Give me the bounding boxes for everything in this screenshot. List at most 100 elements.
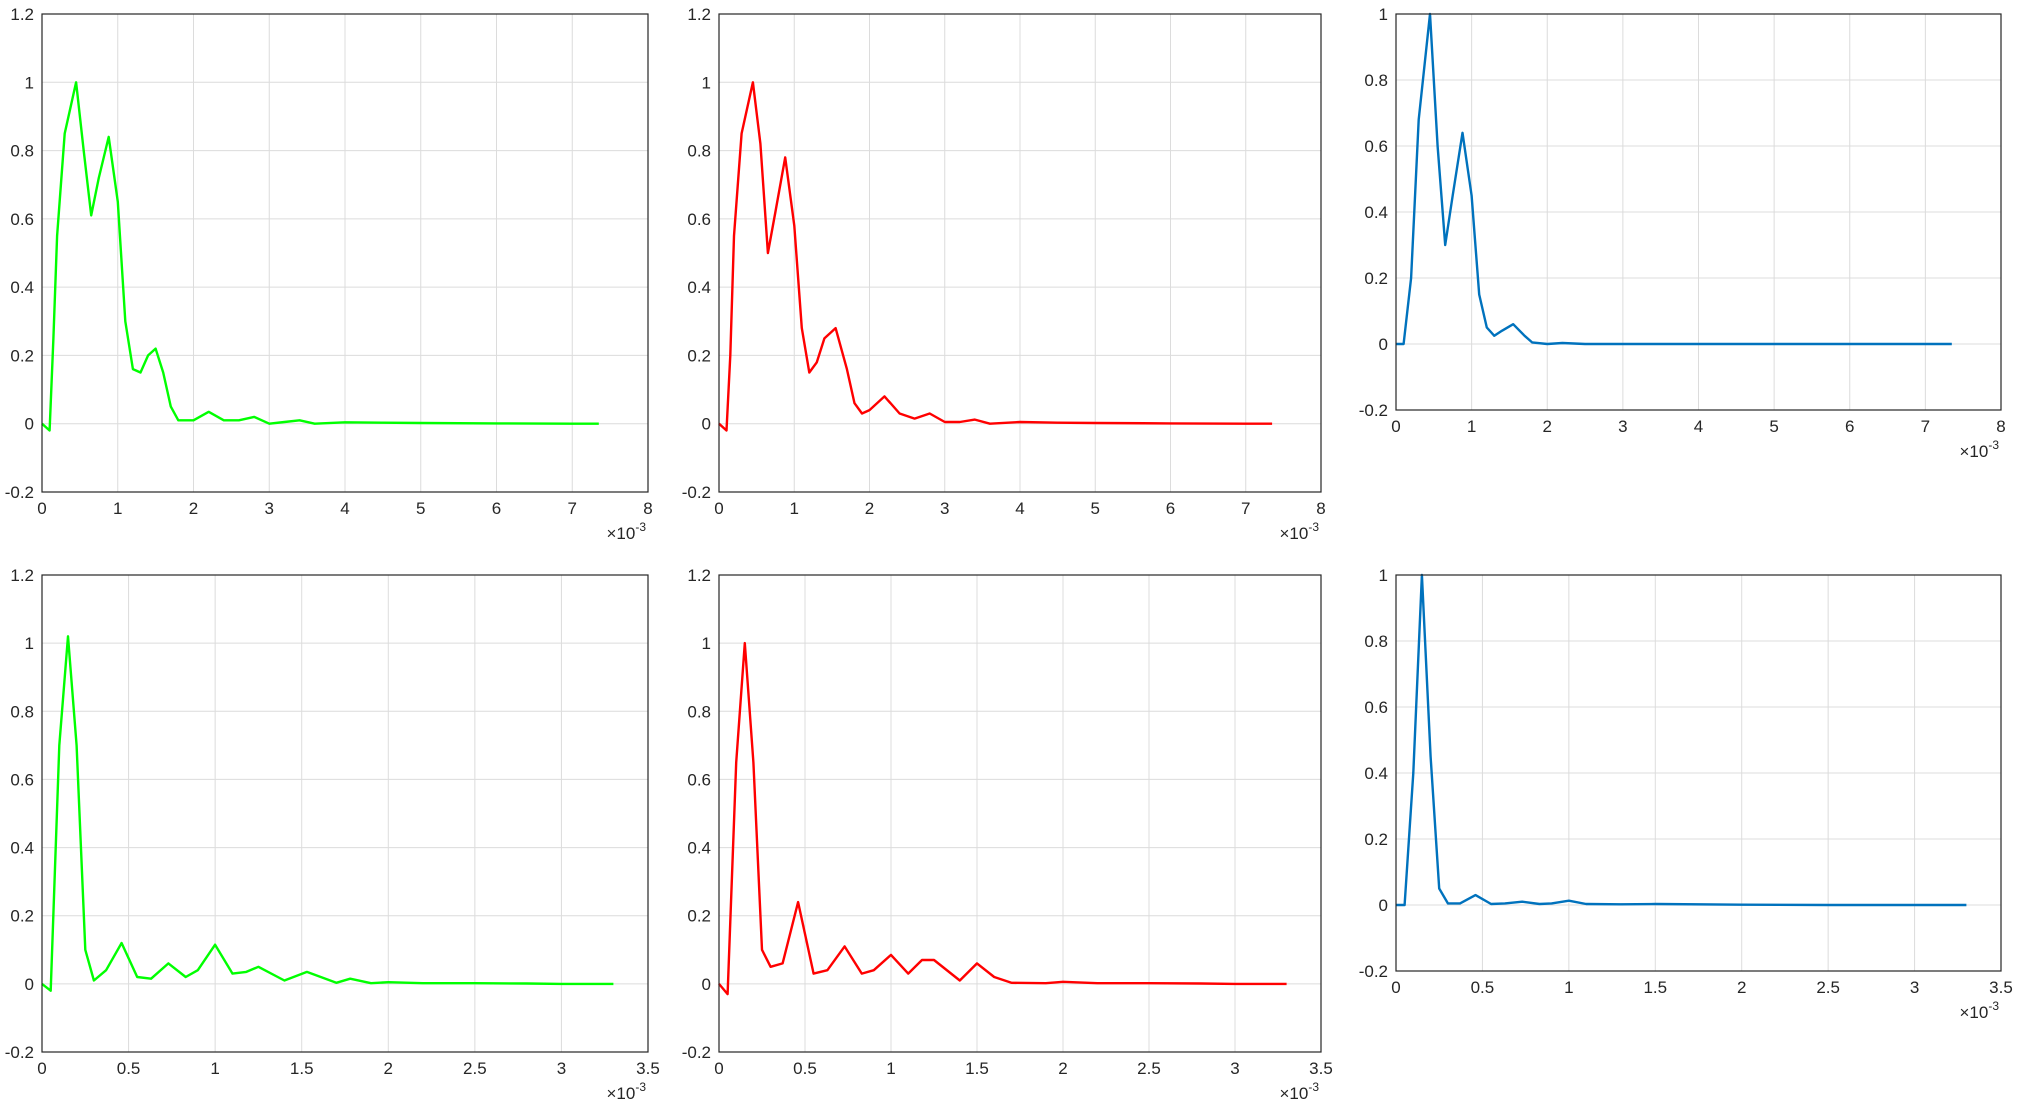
y-tick-label: 0.2 xyxy=(10,346,34,365)
y-tick-label: 0.8 xyxy=(687,142,711,161)
y-tick-label: -0.2 xyxy=(1359,962,1388,981)
y-tick-label: 0 xyxy=(702,415,711,434)
y-tick-label: 0 xyxy=(1379,896,1388,915)
series-line xyxy=(1396,12,1952,346)
x-tick-label: 4 xyxy=(1694,417,1703,436)
x-exponent-label: ×10-3 xyxy=(1279,520,1319,543)
y-tick-label: 0.6 xyxy=(10,210,34,229)
x-tick-label: 0.5 xyxy=(1471,978,1495,997)
y-tick-label: -0.2 xyxy=(682,1043,711,1062)
x-tick-label: 1 xyxy=(886,1059,895,1078)
chart-panel-3: -0.200.20.40.60.810 1 2 3 4 5 6 7 8×10-3 xyxy=(1359,5,2006,461)
x-exponent-value: -3 xyxy=(1308,520,1319,534)
x-tick-label: 3 xyxy=(940,499,949,518)
y-tick-label: -0.2 xyxy=(5,483,34,502)
x-tick-label: 0 xyxy=(1391,417,1400,436)
x-tick-label: 1.5 xyxy=(290,1059,314,1078)
axes-frame xyxy=(718,13,1322,493)
y-tick-label: 1 xyxy=(702,73,711,92)
y-tick-label: 1 xyxy=(25,73,34,92)
x-tick-label: 4 xyxy=(340,499,349,518)
y-tick-label: 0.6 xyxy=(1364,698,1388,717)
x-tick-label: 0 xyxy=(37,1059,46,1078)
x-tick-label: 1 xyxy=(113,499,122,518)
y-tick-label: 0.2 xyxy=(10,907,34,926)
x-exponent-label: ×10-3 xyxy=(1959,999,1999,1022)
y-tick-label: 0.8 xyxy=(1364,71,1388,90)
x-tick-label: 1 xyxy=(1564,978,1573,997)
y-tick-label: 0.6 xyxy=(687,770,711,789)
y-tick-label: -0.2 xyxy=(1359,401,1388,420)
x-tick-label: 2 xyxy=(1737,978,1746,997)
x-exponent-value: -3 xyxy=(1988,999,1999,1013)
axes-frame xyxy=(41,13,649,493)
x-tick-label: 3 xyxy=(1618,417,1627,436)
y-tick-label: 0.2 xyxy=(687,346,711,365)
x-tick-label: 0 xyxy=(714,1059,723,1078)
chart-panel-5: -0.200.20.40.60.811.20 0.5 1 1.5 2 2.5 3 3.5×10… xyxy=(682,566,1333,1103)
x-tick-label: 0 xyxy=(37,499,46,518)
y-tick-label: 0.2 xyxy=(1364,830,1388,849)
axes-frame xyxy=(41,574,649,1053)
chart-panel-4: -0.200.20.40.60.811.20 0.5 1 1.5 2 2.5 3 3.5×10… xyxy=(5,566,660,1103)
x-tick-label: 1 xyxy=(1467,417,1476,436)
y-tick-label: 1.2 xyxy=(687,5,711,24)
series-line xyxy=(41,635,614,992)
x-tick-label: 7 xyxy=(1921,417,1930,436)
x-exponent-value: -3 xyxy=(1988,438,1999,452)
y-tick-label: 1 xyxy=(702,634,711,653)
y-tick-label: 0.4 xyxy=(687,278,711,297)
y-tick-label: 1.2 xyxy=(10,566,34,585)
y-tick-label: 1.2 xyxy=(10,5,34,24)
x-tick-label: 3.5 xyxy=(636,1059,660,1078)
x-tick-label: 5 xyxy=(1769,417,1778,436)
x-tick-label: 3 xyxy=(1910,978,1919,997)
chart-panel-2: -0.200.20.40.60.811.20 1 2 3 4 5 6 7 8×10-3 xyxy=(682,5,1326,543)
x-tick-label: 2.5 xyxy=(1816,978,1840,997)
y-tick-label: 0.6 xyxy=(687,210,711,229)
y-tick-label: 0.8 xyxy=(10,142,34,161)
axes-frame xyxy=(1395,13,2002,411)
y-tick-label: 1 xyxy=(1379,5,1388,24)
axes-frame xyxy=(718,574,1322,1053)
x-tick-label: 3 xyxy=(557,1059,566,1078)
y-tick-label: 0.8 xyxy=(687,702,711,721)
x-tick-label: 1 xyxy=(210,1059,219,1078)
x-tick-label: 8 xyxy=(643,499,652,518)
series-line xyxy=(718,641,1287,996)
x-tick-label: 3.5 xyxy=(1309,1059,1333,1078)
x-exponent-label: ×10-3 xyxy=(606,1080,646,1103)
y-tick-label: 0.4 xyxy=(687,839,711,858)
axes-frame xyxy=(1395,574,2002,972)
y-tick-label: -0.2 xyxy=(5,1043,34,1062)
x-exponent-value: -3 xyxy=(635,1080,646,1094)
x-tick-label: 2 xyxy=(384,1059,393,1078)
x-exponent-label: ×10-3 xyxy=(606,520,646,543)
x-tick-label: 2 xyxy=(189,499,198,518)
series-line xyxy=(41,81,599,432)
y-tick-label: -0.2 xyxy=(682,483,711,502)
y-tick-label: 0.4 xyxy=(10,839,34,858)
x-exponent-label: ×10-3 xyxy=(1959,438,1999,461)
y-tick-label: 0 xyxy=(25,975,34,994)
x-tick-label: 3 xyxy=(265,499,274,518)
y-tick-label: 0.2 xyxy=(1364,269,1388,288)
x-tick-label: 2 xyxy=(1058,1059,1067,1078)
x-tick-label: 0 xyxy=(714,499,723,518)
x-tick-label: 5 xyxy=(416,499,425,518)
x-tick-label: 6 xyxy=(1845,417,1854,436)
chart-panel-1: -0.200.20.40.60.811.20 1 2 3 4 5 6 7 8×10-3 xyxy=(5,5,653,543)
x-tick-label: 0.5 xyxy=(793,1059,817,1078)
x-tick-label: 3.5 xyxy=(1989,978,2013,997)
y-tick-label: 0.4 xyxy=(1364,764,1388,783)
y-tick-label: 0.8 xyxy=(1364,632,1388,651)
x-tick-label: 7 xyxy=(1241,499,1250,518)
x-tick-label: 1 xyxy=(790,499,799,518)
y-tick-label: 0 xyxy=(702,975,711,994)
series-line xyxy=(1396,573,1967,907)
y-tick-label: 0.4 xyxy=(1364,203,1388,222)
x-exponent-value: -3 xyxy=(635,520,646,534)
x-tick-label: 6 xyxy=(492,499,501,518)
x-tick-label: 8 xyxy=(1996,417,2005,436)
